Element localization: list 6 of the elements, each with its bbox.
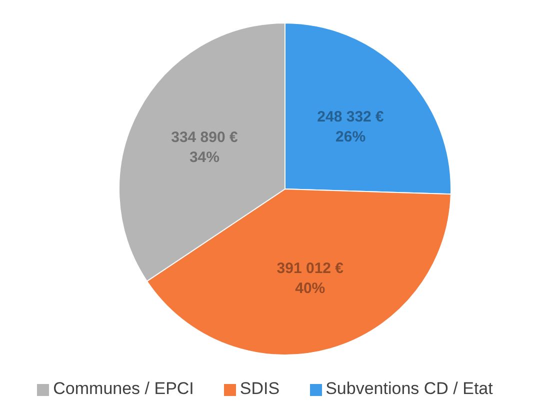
data-label: 248 332 € 26%: [317, 108, 385, 146]
data-label: 391 012 € 40%: [276, 260, 344, 297]
legend-label: SDIS: [240, 379, 280, 398]
data-label: 334 890 € 34%: [171, 128, 238, 166]
legend-label: Communes / EPCI: [53, 379, 194, 398]
legend-label: Subventions CD / Etat: [326, 379, 493, 398]
